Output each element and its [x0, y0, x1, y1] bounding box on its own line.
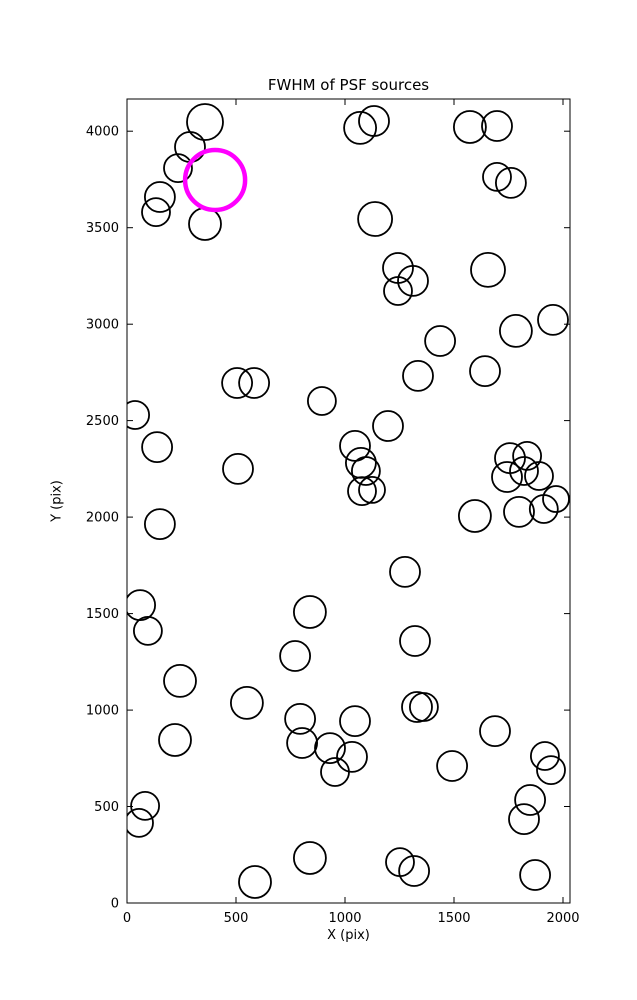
psf-source-marker — [292, 595, 327, 629]
psf-source-marker — [141, 197, 171, 228]
psf-source-marker — [127, 589, 156, 621]
x-tick-label: 0 — [123, 911, 131, 926]
psf-source-marker — [542, 485, 570, 513]
psf-source-marker — [284, 703, 317, 735]
psf-source-marker — [344, 446, 377, 479]
psf-source-marker — [508, 803, 540, 835]
psf-source-marker — [221, 367, 254, 399]
y-tick-label: 0 — [111, 897, 119, 912]
chart-title: FWHM of PSF sources — [267, 76, 430, 94]
psf-source-marker — [306, 386, 337, 416]
psf-source-marker — [163, 664, 197, 698]
psf-source-marker — [238, 367, 271, 399]
y-tick-label: 2500 — [86, 414, 119, 429]
y-tick-label: 3000 — [86, 318, 119, 333]
psf-source-marker — [132, 616, 163, 646]
psf-source-marker — [383, 276, 413, 306]
psf-source-marker — [130, 791, 161, 821]
x-tick-label: 500 — [224, 911, 249, 926]
psf-source-marker — [314, 732, 346, 764]
psf-source-marker — [424, 325, 457, 357]
psf-source-marker — [336, 741, 368, 773]
psf-source-marker — [491, 461, 523, 493]
psf-source-marker — [141, 431, 174, 464]
psf-source-marker — [503, 495, 535, 528]
psf-source-marker — [452, 110, 487, 144]
x-tick-label: 1500 — [437, 911, 470, 926]
psf-source-marker — [457, 499, 492, 533]
psf-source-marker — [350, 456, 381, 486]
psf-source-marker — [358, 105, 390, 137]
psf-source-marker — [286, 727, 319, 759]
psf-source-marker — [470, 251, 506, 288]
y-tick-label: 3500 — [86, 221, 119, 236]
x-tick-label: 1000 — [328, 911, 361, 926]
psf-source-marker — [399, 625, 431, 657]
psf-source-marker — [358, 475, 386, 504]
psf-source-marker — [320, 757, 350, 787]
psf-source-marker — [436, 750, 469, 782]
x-tick-label: 2000 — [546, 911, 579, 926]
psf-source-marker — [143, 181, 176, 213]
psf-source-marker — [397, 264, 429, 297]
psf-source-marker — [127, 400, 150, 430]
psf-source-marker — [127, 808, 154, 838]
psf-source-marker — [357, 201, 394, 237]
psf-source-marker — [188, 207, 222, 241]
psf-source-marker — [499, 313, 533, 348]
y-tick-label: 2000 — [86, 511, 119, 526]
psf-source-marker — [389, 556, 421, 588]
psf-source-marker — [494, 166, 527, 199]
psf-source-marker — [174, 131, 206, 163]
psf-source-marker — [530, 741, 560, 771]
psf-source-marker — [536, 755, 566, 785]
psf-source-marker — [222, 452, 254, 485]
psf-source-marker — [186, 103, 224, 141]
psf-source-marker — [398, 855, 431, 887]
psf-source-marker — [402, 359, 434, 392]
axes-frame — [126, 98, 571, 904]
psf-source-marker — [401, 691, 433, 723]
psf-source-marker — [372, 410, 404, 442]
psf-source-marker — [279, 640, 312, 672]
psf-source-marker — [524, 461, 554, 491]
psf-source-marker — [481, 110, 513, 142]
psf-source-marker — [509, 456, 539, 486]
psf-source-marker — [163, 153, 193, 184]
y-tick-label: 500 — [94, 800, 119, 815]
x-axis-label: X (pix) — [327, 928, 370, 943]
psf-source-marker — [479, 715, 511, 747]
psf-source-marker — [143, 508, 176, 540]
psf-source-marker — [339, 705, 371, 737]
psf-source-marker — [537, 303, 569, 336]
psf-source-marker — [238, 865, 272, 899]
psf-source-marker — [514, 784, 546, 816]
psf-source-marker — [347, 476, 377, 507]
psf-source-marker — [343, 111, 378, 145]
psf-source-marker — [469, 355, 501, 388]
psf-source-marker — [519, 859, 551, 891]
data-points-layer — [127, 103, 570, 899]
y-tick-label: 1500 — [86, 607, 119, 622]
psf-source-marker — [158, 723, 192, 757]
psf-source-marker — [482, 161, 512, 192]
psf-source-marker — [229, 686, 264, 720]
y-tick-label: 4000 — [86, 125, 119, 140]
psf-source-marker — [408, 692, 439, 722]
psf-source-marker — [292, 841, 327, 875]
y-tick-label: 1000 — [86, 704, 119, 719]
highlighted-psf-marker — [182, 147, 248, 213]
